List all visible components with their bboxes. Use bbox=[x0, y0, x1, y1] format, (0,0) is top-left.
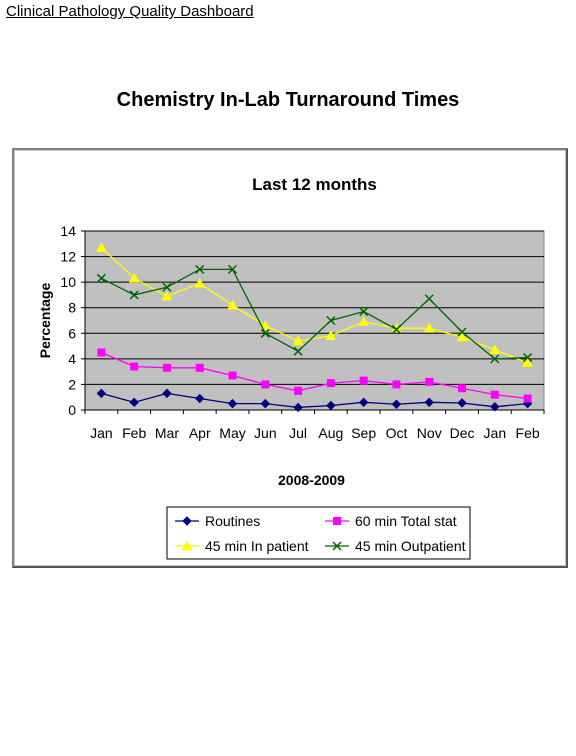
x-tick-label: Mar bbox=[155, 425, 179, 441]
y-tick-label: 2 bbox=[68, 376, 76, 392]
x-tick-label: Dec bbox=[450, 425, 475, 441]
data-point-series-1 bbox=[130, 362, 139, 371]
data-point-series-3 bbox=[490, 354, 500, 364]
data-point-series-0 bbox=[424, 397, 434, 408]
x-tick-label: Feb bbox=[122, 425, 146, 441]
y-tick-label: 8 bbox=[68, 300, 76, 316]
plot-area bbox=[84, 230, 545, 411]
y-tick-label: 6 bbox=[68, 325, 76, 341]
y-tick-label: 12 bbox=[60, 249, 76, 265]
x-tick-label: May bbox=[219, 425, 245, 441]
x-tick-label: Jul bbox=[289, 425, 307, 441]
legend-entry: 45 min In patient bbox=[205, 538, 309, 554]
y-tick-label: 14 bbox=[60, 223, 76, 239]
data-point-series-0 bbox=[260, 398, 271, 409]
y-tick-label: 0 bbox=[68, 402, 76, 418]
data-point-series-0 bbox=[227, 398, 238, 409]
series-line-1 bbox=[101, 351, 528, 400]
data-point-series-1 bbox=[359, 376, 368, 385]
chart-title: Last 12 months bbox=[252, 175, 377, 194]
legend-entry: Routines bbox=[205, 513, 260, 529]
data-point-series-3 bbox=[359, 307, 369, 317]
legend-marker bbox=[181, 540, 193, 551]
data-point-series-3 bbox=[523, 353, 533, 363]
data-point-series-3 bbox=[195, 264, 205, 274]
dashboard-link[interactable]: Clinical Pathology Quality Dashboard bbox=[6, 3, 254, 20]
data-point-series-1 bbox=[294, 386, 303, 395]
series-line-0 bbox=[101, 392, 528, 409]
data-point-series-3 bbox=[96, 273, 106, 283]
x-tick-label: Apr bbox=[189, 425, 211, 441]
data-point-series-1 bbox=[490, 390, 499, 399]
legend-entry: 60 min Total stat bbox=[355, 513, 457, 529]
x-tick-label: Feb bbox=[516, 425, 540, 441]
legend-marker bbox=[332, 541, 342, 551]
x-tick-label: Aug bbox=[318, 425, 343, 441]
x-tick-label: Nov bbox=[417, 425, 442, 441]
y-tick-label: 10 bbox=[60, 274, 76, 290]
data-point-series-2 bbox=[161, 290, 173, 301]
y-axis-label: Percentage bbox=[37, 283, 53, 359]
data-point-series-1 bbox=[392, 380, 401, 389]
data-point-series-3 bbox=[260, 328, 270, 338]
legend bbox=[166, 506, 471, 560]
y-tick-label: 4 bbox=[68, 351, 76, 367]
data-point-series-1 bbox=[162, 363, 171, 372]
data-point-series-2 bbox=[456, 331, 468, 342]
data-point-series-3 bbox=[293, 346, 303, 356]
x-tick-label: Jun bbox=[254, 425, 277, 441]
data-point-series-1 bbox=[458, 384, 467, 393]
data-point-series-3 bbox=[457, 327, 467, 337]
x-tick-label: Jan bbox=[90, 425, 113, 441]
data-point-series-3 bbox=[391, 324, 401, 334]
data-point-series-3 bbox=[424, 294, 434, 304]
data-point-series-0 bbox=[96, 388, 107, 399]
data-point-series-1 bbox=[425, 377, 434, 386]
data-point-series-3 bbox=[326, 315, 336, 326]
data-point-series-2 bbox=[128, 272, 140, 283]
legend-marker bbox=[333, 517, 341, 525]
legend-entry: 45 min Outpatient bbox=[355, 538, 466, 554]
data-point-series-2 bbox=[522, 357, 534, 367]
data-point-series-0 bbox=[195, 393, 205, 404]
data-point-series-2 bbox=[292, 335, 304, 346]
data-point-series-0 bbox=[358, 397, 369, 408]
data-point-series-2 bbox=[358, 316, 370, 327]
series-line-3 bbox=[101, 268, 528, 360]
data-point-series-2 bbox=[325, 330, 337, 341]
data-point-series-2 bbox=[423, 322, 435, 333]
data-point-series-0 bbox=[326, 400, 336, 411]
data-point-series-0 bbox=[490, 402, 500, 412]
data-point-series-2 bbox=[95, 242, 107, 252]
data-point-series-2 bbox=[489, 344, 501, 355]
data-point-series-3 bbox=[228, 264, 238, 274]
data-point-series-1 bbox=[195, 363, 204, 372]
series-line-2 bbox=[100, 247, 528, 364]
data-point-series-2 bbox=[194, 277, 206, 288]
data-point-series-1 bbox=[97, 348, 106, 357]
x-tick-label: Sep bbox=[351, 425, 376, 441]
x-tick-label: Oct bbox=[386, 425, 408, 441]
data-point-series-1 bbox=[523, 394, 532, 403]
data-point-series-1 bbox=[326, 379, 335, 388]
data-point-series-0 bbox=[129, 397, 139, 408]
page-title: Chemistry In-Lab Turnaround Times bbox=[116, 89, 460, 111]
data-point-series-1 bbox=[228, 371, 237, 380]
chart-frame: Last 12 months 0 2 4 6 8 10 12 14 Jan Feb Mar Apr May… bbox=[12, 148, 568, 568]
data-point-series-3 bbox=[129, 290, 139, 300]
data-point-series-3 bbox=[162, 282, 172, 292]
x-tick-label: Jan bbox=[484, 425, 507, 441]
legend-marker bbox=[182, 516, 192, 526]
line-chart: Last 12 months 0 2 4 6 8 10 12 14 Jan Feb Mar Apr May… bbox=[37, 175, 545, 560]
data-point-series-0 bbox=[162, 388, 172, 399]
data-point-series-2 bbox=[227, 299, 238, 310]
data-point-series-0 bbox=[391, 399, 402, 409]
data-point-series-0 bbox=[457, 398, 467, 408]
data-point-series-0 bbox=[293, 402, 303, 413]
data-point-series-1 bbox=[261, 380, 270, 389]
x-axis-label: 2008-2009 bbox=[278, 472, 345, 488]
